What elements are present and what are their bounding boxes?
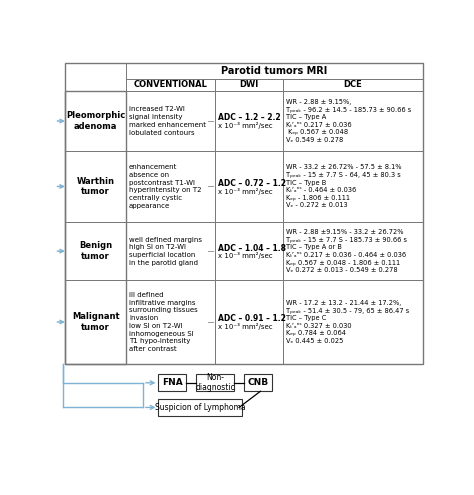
Bar [65,280,126,363]
Text: Suspicion of Lymphoma: Suspicion of Lymphoma [155,403,246,412]
Bar [126,151,215,222]
Text: Non-
diagnostic: Non- diagnostic [195,373,235,393]
Bar [65,222,126,280]
Text: FNA: FNA [162,378,183,387]
Text: ADC – 1.2 – 2.2: ADC – 1.2 – 2.2 [218,113,281,122]
Text: WR - 2.88 ±9.15% - 33.2 ± 26.72%
Tₚₑₐₖ - 15 ± 7.7 S - 185.73 ± 90.66 s
TIC – Typ: WR - 2.88 ±9.15% - 33.2 ± 26.72% Tₚₑₐₖ -… [286,229,407,273]
Text: x 10⁻³ mm²/sec: x 10⁻³ mm²/sec [218,252,273,259]
Bar [283,151,423,222]
Text: CNB: CNB [247,378,268,387]
Bar [158,374,186,391]
Bar [126,63,423,79]
Bar [215,91,283,151]
Text: Pleomorphic
adenoma: Pleomorphic adenoma [66,111,125,131]
Bar [215,222,283,280]
Text: x 10⁻³ mm²/sec: x 10⁻³ mm²/sec [218,122,273,129]
Text: x 10⁻³ mm²/sec: x 10⁻³ mm²/sec [218,323,273,330]
Text: ADC – 0.91 – 1.2: ADC – 0.91 – 1.2 [218,314,286,323]
Bar [196,374,235,391]
Bar [283,91,423,151]
Bar [126,91,215,151]
Bar [283,222,423,280]
Bar [126,222,215,280]
Bar [65,151,126,222]
Text: Benign
tumor: Benign tumor [79,242,112,261]
Bar [126,79,215,91]
Text: Warthin
tumor: Warthin tumor [77,177,115,196]
Text: ADC – 0.72 – 1.2: ADC – 0.72 – 1.2 [218,179,286,188]
Bar [126,280,215,363]
Text: Malignant
tumor: Malignant tumor [72,312,119,332]
Text: WR - 33.2 ± 26.72% - 57.5 ± 8.1%
Tₚₑₐₖ - 15 ± 7.7 S - 64, 45 ± 80.3 s
TIC – Type: WR - 33.2 ± 26.72% - 57.5 ± 8.1% Tₚₑₐₖ -… [286,164,402,208]
Bar [244,374,272,391]
Text: ill defined
infiltrative margins
surrounding tissues
invasion
low SI on T2-WI
in: ill defined infiltrative margins surroun… [129,292,198,352]
Bar [283,79,423,91]
Bar [215,151,283,222]
Text: Parotid tumors MRI: Parotid tumors MRI [221,66,328,76]
Text: enhancement
absence on
postcontrast T1-WI
hyperintensity on T2
centrally cystic
: enhancement absence on postcontrast T1-W… [129,164,201,209]
Text: WR - 17.2 ± 13.2 - 21.44 ± 17.2%,
Tₚₑₐₖ - 51.4 ± 30.5 - 79, 65 ± 86.47 s
TIC – T: WR - 17.2 ± 13.2 - 21.44 ± 17.2%, Tₚₑₐₖ … [286,300,410,344]
Bar [215,79,283,91]
Bar [215,280,283,363]
Bar [65,91,126,363]
Text: DWI: DWI [239,80,259,89]
Bar [65,63,423,363]
Bar [283,280,423,363]
Text: DCE: DCE [344,80,362,89]
Text: well defined margins
high SI on T2-WI
superficial location
in the parotid gland: well defined margins high SI on T2-WI su… [129,237,202,266]
Text: WR - 2.88 ± 9.15%,
Tₚₑₐₖ - 96.2 ± 14.5 - 185.73 ± 90.66 s
TIC – Type A
Kₜʳₐⁿˢ 0.: WR - 2.88 ± 9.15%, Tₚₑₐₖ - 96.2 ± 14.5 -… [286,99,411,143]
Text: CONVENTIONAL: CONVENTIONAL [134,80,208,89]
Bar [65,91,126,151]
Text: ADC – 1.04 – 1.8: ADC – 1.04 – 1.8 [218,244,286,252]
Text: x 10⁻³ mm²/sec: x 10⁻³ mm²/sec [218,188,273,195]
Text: increased T2-WI
signal intensity
marked enhancement
lobulated contours: increased T2-WI signal intensity marked … [129,106,206,136]
Bar [158,399,242,416]
